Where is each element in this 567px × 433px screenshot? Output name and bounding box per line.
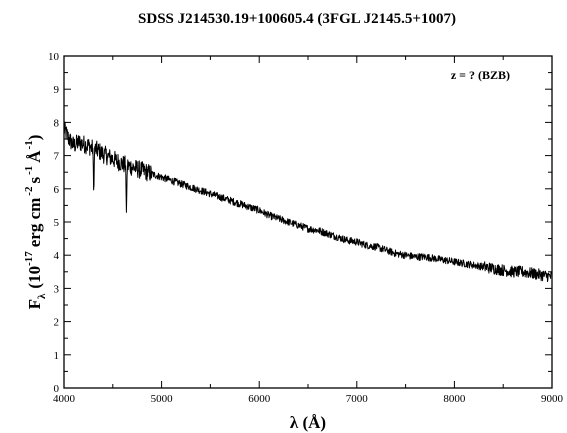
y-tick-label: 1 [54, 350, 60, 362]
x-tick-label: 9000 [541, 393, 564, 405]
x-tick-label: 8000 [443, 393, 466, 405]
y-tick-label: 0 [54, 383, 60, 395]
y-tick-label: 9 [54, 84, 60, 96]
x-tick-label: 4000 [53, 393, 76, 405]
y-tick-label: 6 [54, 184, 60, 196]
y-tick-label: 5 [54, 217, 60, 229]
plot-frame [63, 55, 553, 389]
y-tick-label: 7 [54, 151, 60, 163]
y-tick-label: 8 [54, 117, 60, 129]
y-tick-label: 3 [54, 283, 60, 295]
x-axis-label: λ (Å) [290, 413, 326, 432]
svg-text:Fλ(10-17erg cm-2s-1Å-1): Fλ(10-17erg cm-2s-1Å-1) [23, 135, 48, 310]
redshift-annotation: z = ? (BZB) [451, 68, 510, 82]
x-axis-ticks: 4000 5000 6000 7000 8000 9000 [53, 56, 564, 405]
spectrum-line [63, 121, 553, 283]
y-tick-label: 4 [54, 250, 60, 262]
x-tick-label: 5000 [151, 393, 174, 405]
x-tick-label: 7000 [346, 393, 369, 405]
y-tick-label: 2 [54, 317, 60, 329]
chart-title: SDSS J214530.19+100605.4 (3FGL J2145.5+1… [138, 11, 456, 27]
y-axis-ticks: 0 1 2 3 4 5 6 7 8 9 10 [48, 51, 552, 395]
y-axis-label: Fλ(10-17erg cm-2s-1Å-1) [23, 135, 48, 310]
x-tick-label: 6000 [248, 393, 271, 405]
y-tick-label: 10 [48, 51, 60, 63]
